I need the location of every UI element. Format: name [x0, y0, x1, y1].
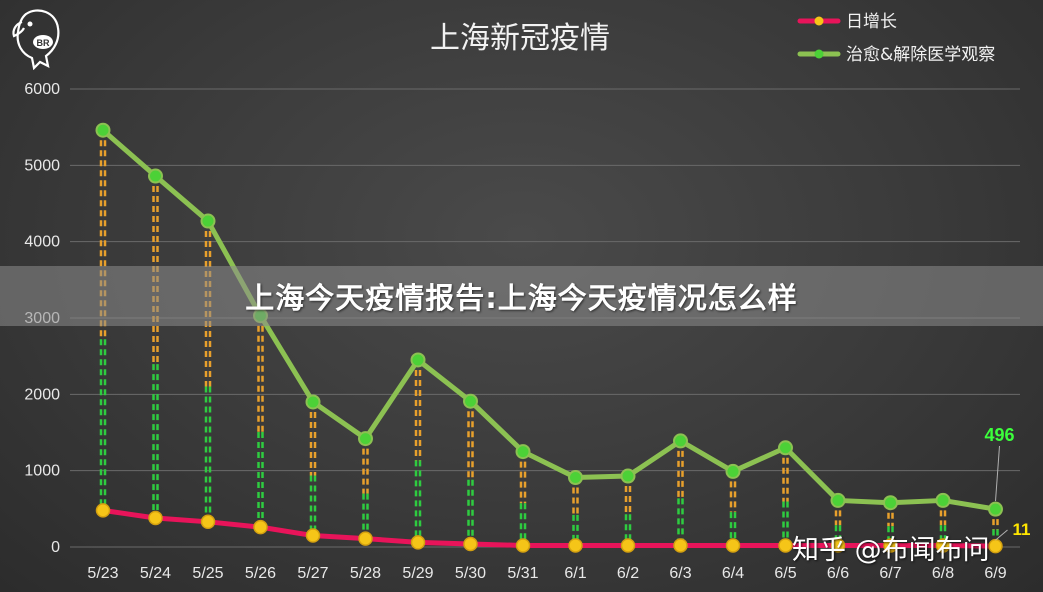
legend-label-recovered: 治愈&解除医学观察	[846, 45, 995, 65]
x-tick-label: 6/7	[879, 565, 901, 582]
series-lines	[101, 128, 996, 549]
x-tick-label: 6/4	[722, 565, 744, 582]
point-daily	[410, 535, 426, 550]
legend-item-daily: 日增长	[797, 12, 897, 32]
x-tick-label: 6/1	[564, 565, 586, 582]
point-daily	[988, 538, 1003, 554]
point-recovered	[463, 393, 478, 409]
point-daily	[515, 538, 531, 553]
x-tick-label: 6/8	[932, 565, 954, 582]
y-tick-label: 2000	[24, 386, 60, 403]
point-recovered	[568, 470, 583, 486]
point-recovered	[410, 352, 426, 368]
x-tick-label: 6/6	[827, 565, 849, 582]
headline-banner: 上海今天疫情报告:上海今天疫情况怎么样	[0, 266, 1043, 326]
chart-title: 上海新冠疫情	[430, 21, 610, 56]
legend-marker-daily	[814, 16, 824, 26]
point-daily	[830, 538, 846, 553]
logo-text: BR	[37, 38, 50, 48]
point-daily	[463, 536, 478, 552]
point-recovered	[358, 431, 373, 447]
x-tick-label: 6/3	[669, 565, 691, 582]
point-recovered	[305, 394, 321, 410]
legend: 日增长 治愈&解除医学观察	[797, 12, 995, 65]
x-tick-label: 5/23	[87, 565, 118, 582]
series-points	[95, 122, 1003, 554]
x-tick-label: 6/2	[617, 565, 639, 582]
point-daily	[725, 538, 741, 553]
headline-text: 上海今天疫情报告:上海今天疫情况怎么样	[245, 281, 798, 315]
y-tick-label: 1000	[24, 463, 60, 480]
point-daily	[253, 519, 268, 535]
annotation-leader-recovered	[995, 445, 1000, 502]
source-watermark: 知乎 @布闻布问	[792, 535, 990, 566]
point-recovered	[830, 492, 846, 508]
point-daily	[673, 538, 688, 553]
annotation-label-recovered: 496	[984, 425, 1014, 445]
y-tick-label: 0	[51, 539, 60, 556]
point-recovered	[620, 468, 636, 484]
point-recovered	[673, 433, 688, 449]
x-tick-label: 5/26	[245, 565, 276, 582]
y-tick-label: 4000	[24, 234, 60, 251]
annotations: 496 11	[984, 425, 1031, 541]
point-recovered	[725, 463, 741, 479]
point-daily	[883, 538, 898, 553]
point-daily	[778, 538, 793, 553]
point-daily	[620, 538, 636, 553]
point-recovered	[988, 501, 1003, 517]
parrot-icon: BR	[12, 9, 60, 71]
annotation-label-daily: 11	[1013, 520, 1031, 539]
point-recovered	[200, 213, 216, 229]
legend-label-daily: 日增长	[846, 12, 897, 32]
point-daily	[568, 538, 583, 553]
point-recovered	[515, 444, 531, 460]
drop-lines	[99, 130, 999, 547]
point-daily	[935, 538, 951, 553]
x-tick-label: 5/28	[350, 565, 381, 582]
x-tick-label: 5/29	[402, 565, 433, 582]
point-recovered	[883, 495, 898, 511]
x-tick-label: 6/9	[984, 565, 1006, 582]
point-daily	[305, 528, 321, 543]
point-daily	[148, 510, 163, 526]
point-daily	[95, 503, 111, 518]
point-recovered	[935, 492, 951, 508]
point-recovered	[95, 122, 111, 138]
point-daily	[200, 514, 216, 530]
x-tick-label: 5/31	[507, 565, 538, 582]
x-tick-label: 5/24	[140, 565, 171, 582]
point-daily	[358, 531, 373, 546]
y-tick-label: 5000	[24, 157, 60, 174]
x-tick-label: 5/30	[455, 565, 486, 582]
point-recovered	[148, 168, 163, 184]
legend-item-recovered: 治愈&解除医学观察	[797, 45, 995, 65]
point-recovered	[778, 440, 793, 456]
x-tick-label: 5/25	[192, 565, 223, 582]
y-tick-label: 6000	[24, 81, 60, 98]
x-axis-ticks: 5/23 5/24 5/25 5/26 5/27 5/28 5/29 5/30 5/31 6/1 6…	[87, 565, 1006, 582]
x-tick-label: 6/5	[774, 565, 796, 582]
legend-marker-recovered	[814, 49, 824, 59]
x-tick-label: 5/27	[297, 565, 328, 582]
series-line-daily	[102, 507, 996, 549]
parrot-logo: BR	[8, 6, 70, 74]
annotation-leader-daily	[995, 529, 1008, 541]
